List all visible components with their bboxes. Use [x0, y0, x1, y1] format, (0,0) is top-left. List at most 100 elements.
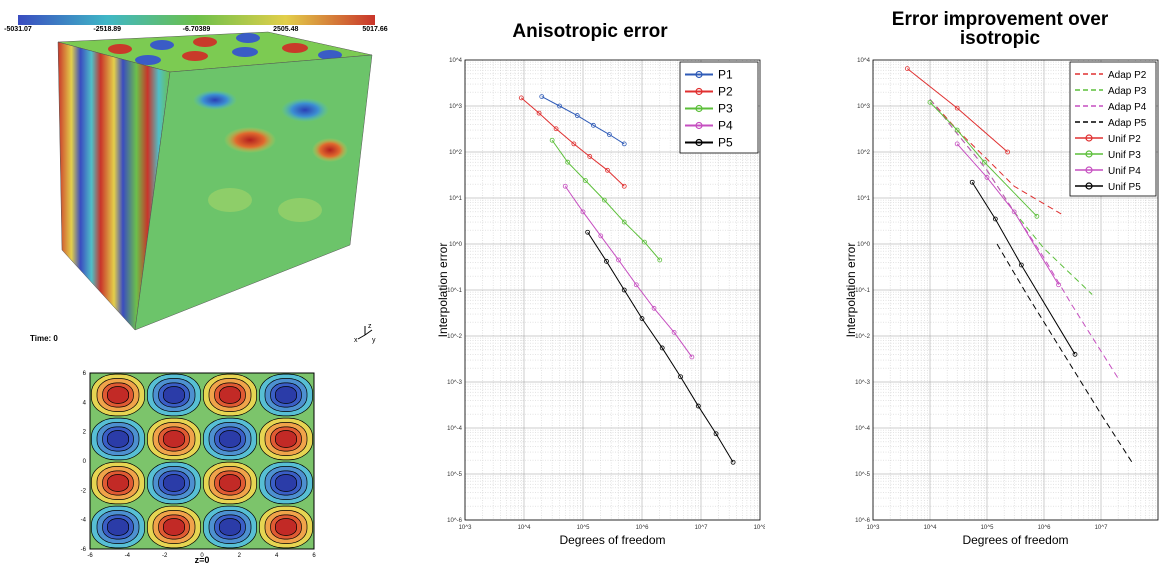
data-point — [553, 126, 559, 132]
y-tick-label: 10^-6 — [447, 518, 462, 524]
contour-cell — [219, 518, 241, 536]
legend-item: P2 — [685, 85, 733, 99]
contour-cell — [163, 343, 184, 360]
data-point — [1056, 282, 1061, 288]
x-axis-label: Degrees of freedom — [962, 533, 1068, 547]
contour-cell — [203, 330, 256, 372]
contour-y-tick-label: 2 — [83, 430, 87, 436]
cube-top-spot — [150, 40, 174, 50]
legend-label: P5 — [718, 136, 733, 150]
data-point — [981, 159, 987, 165]
contour-cell — [275, 474, 297, 492]
data-point — [605, 167, 610, 173]
data-point — [1034, 213, 1040, 219]
contour-cell — [107, 518, 129, 536]
data-point — [904, 66, 910, 72]
data-point — [557, 103, 562, 109]
series-p5 — [585, 229, 736, 465]
data-point — [549, 137, 555, 143]
data-point — [621, 141, 627, 147]
data-point — [992, 216, 998, 222]
y-tick-label: 10^1 — [449, 196, 462, 202]
contour-y-tick-label: -4 — [81, 518, 87, 524]
y-tick-label: 10^-3 — [855, 380, 870, 386]
data-point — [621, 183, 627, 189]
legend-label: P2 — [718, 85, 733, 99]
contour-cell — [91, 550, 144, 565]
field-visualization-svg: z y x -6 -4 -2 0 2 4 6 -6 -4 -2 0 2 4 6 z=0 — [18, 15, 376, 565]
contour-x-tick-label: 0 — [200, 553, 204, 559]
legend-marker — [695, 138, 703, 147]
axis-y-label: y — [372, 337, 376, 344]
data-point — [678, 374, 683, 380]
contour-cell — [147, 550, 200, 565]
series-unif-p3 — [927, 99, 1040, 219]
legend-item: P5 — [685, 136, 733, 150]
y-tick-label: 10^-5 — [447, 472, 462, 478]
x-tick-label: 10^7 — [1095, 525, 1108, 531]
y-tick-label: 10^-6 — [855, 518, 870, 524]
legend-marker — [695, 70, 703, 79]
y-tick-label: 10^-4 — [855, 426, 870, 432]
y-tick-label: 10^0 — [857, 242, 870, 248]
cube-right-spot — [224, 127, 276, 153]
series-adap-p2 — [929, 98, 1062, 215]
data-point — [583, 178, 588, 183]
contour-x-tick-label: 2 — [238, 553, 242, 559]
series-unif-p2 — [904, 66, 1011, 155]
legend: P1 P2 P3 P4 P5 — [679, 61, 759, 154]
series-unif-p5 — [969, 179, 1078, 357]
grid — [872, 60, 1158, 521]
legend-item: Unif P4 — [1075, 166, 1141, 177]
contour-cell — [97, 335, 139, 368]
data-point — [536, 110, 542, 116]
contour-cell — [107, 386, 129, 404]
data-point — [1072, 351, 1078, 357]
data-point — [639, 316, 645, 321]
contour-cell — [219, 474, 241, 492]
series-p2 — [518, 95, 627, 189]
data-point — [598, 233, 604, 239]
contour-cell — [163, 430, 185, 448]
y-tick-label: 10^0 — [449, 242, 462, 248]
cube-right-spot — [193, 90, 237, 110]
data-point — [601, 197, 607, 203]
legend-marker — [695, 87, 703, 96]
data-point — [984, 175, 990, 180]
contour-cell — [271, 339, 302, 363]
contour-cell — [153, 335, 195, 368]
y-tick-label: 10^-1 — [855, 288, 870, 294]
series-adap-p5 — [996, 243, 1133, 463]
y-tick-label: 10^-4 — [447, 426, 462, 432]
y-tick-label: 10^2 — [857, 150, 870, 156]
chart-title: Error improvement over isotropic — [891, 9, 1109, 49]
cube-top-spot — [182, 51, 208, 61]
legend-label: Unif P4 — [1108, 166, 1141, 177]
x-tick-label: 10^5 — [981, 525, 994, 531]
contour-y-tick-label: -2 — [81, 488, 87, 494]
contour-cell — [159, 339, 190, 363]
data-point — [518, 95, 524, 101]
legend-marker — [1085, 182, 1093, 190]
legend-item: P3 — [685, 102, 733, 116]
y-tick-label: 10^-3 — [447, 380, 462, 386]
contour-cell — [219, 343, 240, 360]
data-point — [671, 329, 677, 335]
contour-cell — [265, 555, 307, 565]
data-point — [585, 229, 591, 235]
x-tick-label: 10^7 — [695, 525, 708, 531]
contour-y-tick-label: 4 — [83, 400, 87, 406]
data-point — [954, 127, 960, 133]
contour-cell — [107, 343, 128, 360]
data-point — [657, 257, 663, 263]
legend-item: P1 — [685, 68, 733, 82]
colorbar — [18, 15, 375, 25]
contour-cell — [209, 335, 251, 368]
x-tick-label: 10^8 — [754, 525, 765, 531]
legend-label: Adap P5 — [1108, 118, 1147, 129]
series-p3 — [549, 137, 663, 263]
x-axis-label: Degrees of freedom — [559, 533, 665, 547]
series-unif-p4 — [954, 141, 1061, 288]
legend-label: Adap P2 — [1108, 70, 1147, 81]
legend-label: Adap P3 — [1108, 86, 1147, 97]
